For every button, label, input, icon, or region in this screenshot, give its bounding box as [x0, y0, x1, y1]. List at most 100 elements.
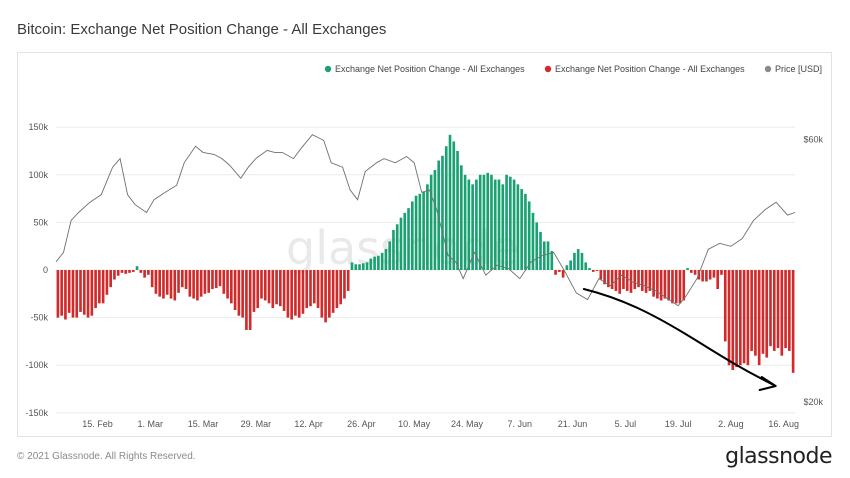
bar-negative: [320, 270, 324, 318]
bar-positive: [437, 160, 441, 270]
bar-positive: [584, 262, 588, 270]
bar-negative: [784, 270, 787, 349]
legend-label: Exchange Net Position Change - All Excha…: [335, 64, 525, 74]
x-tick-label: 15. Feb: [82, 419, 113, 429]
bar-negative: [791, 270, 795, 373]
bar-negative: [316, 270, 320, 309]
bar-negative: [301, 270, 305, 314]
bar-positive: [550, 250, 554, 270]
bar-negative: [335, 270, 339, 309]
bar-negative: [180, 270, 184, 288]
bar-positive: [497, 179, 501, 270]
bar-positive: [433, 170, 437, 270]
bar-negative: [652, 270, 655, 297]
bar-negative: [343, 270, 346, 299]
bar-negative: [256, 270, 260, 309]
bar-negative: [731, 270, 735, 370]
bar-negative: [339, 270, 342, 305]
bar-negative: [131, 270, 135, 272]
bar-negative: [742, 270, 746, 364]
bar-positive: [542, 241, 546, 270]
bar-negative: [143, 270, 146, 278]
bar-negative: [772, 270, 776, 351]
legend-label: Price [USD]: [775, 64, 822, 74]
bar-positive: [414, 195, 418, 270]
bar-negative: [656, 270, 659, 299]
bar-positive: [460, 165, 463, 270]
bar-positive: [418, 193, 422, 270]
bar-positive: [429, 174, 433, 270]
glassnode-logo[interactable]: glassnode: [725, 444, 832, 469]
bar-positive: [588, 268, 591, 270]
bar-positive: [467, 179, 471, 270]
bar-positive: [475, 179, 478, 270]
bar-negative: [558, 270, 561, 272]
bar-negative: [712, 270, 716, 278]
bar-negative: [199, 270, 203, 297]
x-tick-label: 10. May: [398, 419, 431, 429]
bar-negative: [723, 270, 727, 342]
bar-series: [56, 134, 795, 373]
bar-positive: [463, 174, 467, 270]
bar-negative: [116, 270, 120, 276]
copyright-text: © 2021 Glassnode. All Rights Reserved.: [17, 451, 196, 462]
bar-negative: [98, 270, 101, 304]
bar-negative: [162, 270, 165, 299]
bar-negative: [640, 270, 644, 291]
x-tick-label: 21. Jun: [558, 419, 588, 429]
bar-negative: [173, 270, 177, 301]
bar-negative: [622, 270, 625, 290]
bar-negative: [720, 270, 723, 275]
annotation-arrow: [582, 288, 777, 391]
bar-negative: [659, 270, 663, 301]
bar-positive: [377, 255, 380, 270]
bar-negative: [746, 270, 750, 366]
bar-negative: [297, 270, 301, 318]
bar-negative: [101, 270, 105, 304]
bar-negative: [279, 270, 282, 307]
bar-negative: [147, 270, 150, 275]
bar-negative: [591, 270, 595, 272]
bar-negative: [230, 270, 233, 304]
bar-negative: [203, 270, 207, 294]
bar-negative: [324, 270, 327, 323]
bar-positive: [686, 268, 689, 270]
bar-negative: [165, 270, 169, 295]
bar-negative: [294, 270, 297, 316]
left-axis: 150k 100k 50k 0 -50k -100k -150k: [25, 122, 48, 418]
bar-negative: [248, 270, 252, 330]
bar-positive: [452, 141, 456, 270]
bar-negative: [682, 270, 686, 301]
x-tick-label: 7. Jun: [507, 419, 532, 429]
bar-negative: [671, 270, 674, 304]
bar-positive: [524, 193, 527, 270]
bar-negative: [312, 270, 316, 304]
bar-negative: [169, 270, 173, 299]
bar-negative: [716, 270, 720, 290]
y-right-tick-label: $60k: [803, 134, 823, 144]
bar-negative: [139, 270, 143, 273]
bar-negative: [776, 270, 780, 349]
bar-positive: [486, 172, 490, 270]
legend[interactable]: Exchange Net Position Change - All Excha…: [324, 64, 822, 74]
bar-negative: [207, 270, 211, 293]
bar-positive: [527, 201, 531, 270]
bar-negative: [267, 270, 271, 304]
x-tick-label: 2. Aug: [718, 419, 744, 429]
y-left-tick-label: 0: [43, 265, 48, 275]
bar-positive: [531, 212, 535, 270]
bar-negative: [184, 270, 188, 290]
bar-negative: [735, 270, 738, 368]
bar-negative: [561, 270, 565, 278]
bar-negative: [124, 270, 128, 274]
bar-negative: [113, 270, 116, 280]
bar-negative: [120, 270, 124, 273]
bar-positive: [422, 191, 425, 270]
bar-negative: [346, 270, 350, 291]
right-axis: $60k $20k: [803, 134, 823, 407]
bar-negative: [637, 270, 640, 288]
bar-negative: [196, 270, 199, 301]
bar-positive: [358, 264, 361, 270]
bar-positive: [490, 174, 493, 270]
bar-negative: [633, 270, 637, 290]
